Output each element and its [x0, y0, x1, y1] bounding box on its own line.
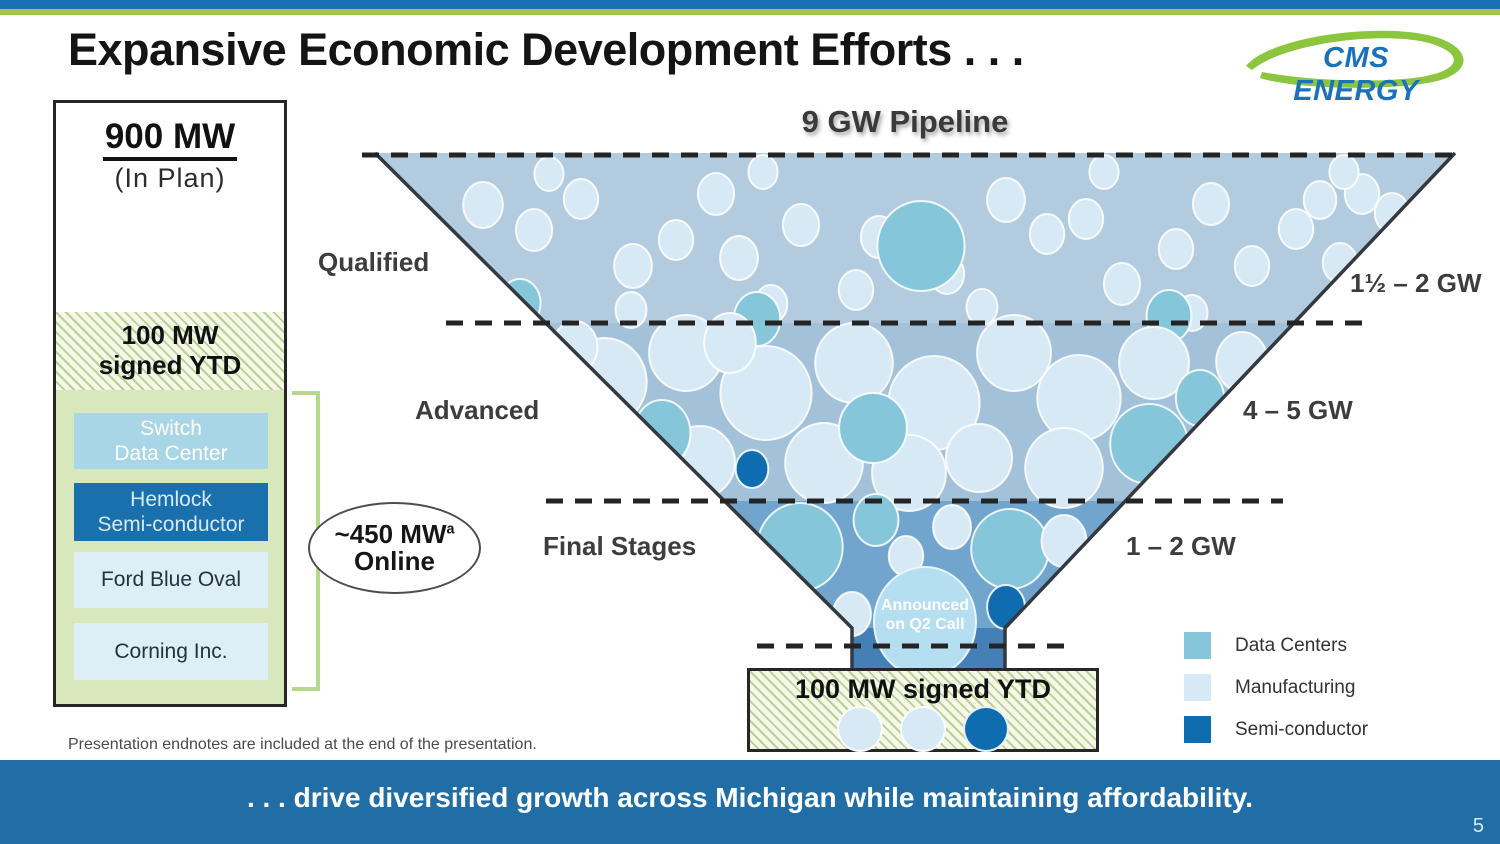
pipeline-bubble-qualified [1373, 192, 1411, 234]
pipeline-bubble-advanced [945, 423, 1013, 493]
footer-bar: . . . drive diversified growth across Mi… [0, 760, 1500, 844]
funnel-right-edge [1003, 151, 1457, 670]
pipeline-bubble-advanced [703, 312, 757, 374]
online-label: Online [354, 546, 435, 576]
footnote: Presentation endnotes are included at th… [68, 736, 537, 753]
pipeline-bubble-qualified [837, 269, 875, 311]
pipeline-bubble-final [970, 508, 1050, 590]
pipeline-bubble-qualified [1233, 245, 1271, 287]
pipeline-bubble-final [932, 504, 972, 550]
pipeline-bubble-qualified [1157, 228, 1195, 270]
announced-circle [873, 566, 977, 670]
pipeline-bubble-qualified [462, 181, 504, 229]
funnel-title: 9 GW Pipeline [801, 104, 1009, 139]
endnote-superscript: a [446, 521, 455, 538]
signed-ytd-bubbles [750, 706, 1096, 752]
plan-subtitle: (In Plan) [114, 163, 226, 193]
top-accent-bar-green [0, 9, 1500, 15]
pipeline-bubble-qualified [562, 178, 600, 220]
signed-bubble-manufacturing [837, 706, 883, 752]
plan-signed-ytd: 100 MW signed YTD [56, 312, 284, 390]
slide-title: Expansive Economic Development Efforts .… [68, 24, 1024, 75]
stage-label-advanced: Advanced [415, 395, 540, 425]
pipeline-bubble-advanced [1036, 354, 1122, 442]
pipeline-bubble-advanced [838, 392, 908, 464]
pipeline-bubble-advanced [1174, 369, 1226, 427]
legend-item-semi-conductor: Semi-conductor [1184, 716, 1368, 743]
pipeline-bubble-qualified [1328, 154, 1360, 190]
legend-swatch-semi-conductor [1184, 716, 1211, 743]
pipeline-bubble-qualified [613, 243, 653, 289]
company-hemlock-semi-conductor: Hemlock Semi-conductor [74, 483, 268, 541]
pipeline-bubble-final [986, 584, 1026, 630]
pipeline-bubble-final [1040, 514, 1088, 568]
legend-label-manufacturing: Manufacturing [1235, 676, 1356, 698]
plan-total: 900 MW [56, 117, 284, 161]
signed-ytd-label: 100 MW signed YTD [794, 674, 1052, 704]
pipeline-bubble-qualified [781, 203, 821, 247]
pipeline-bubble-qualified [498, 278, 542, 328]
legend-item-data-centers: Data Centers [1184, 632, 1347, 659]
logo-text: CMS ENERGY [1293, 42, 1419, 107]
page-number: 5 [1472, 815, 1484, 837]
bracket-top [292, 391, 320, 395]
stage-range-qualified: 1½ – 2 GW [1350, 268, 1482, 298]
company-ford-blue-oval: Ford Blue Oval [74, 552, 268, 608]
pipeline-bubble-qualified [1088, 154, 1120, 190]
footer-message: . . . drive diversified growth across Mi… [246, 782, 1254, 813]
company-corning-inc: Corning Inc. [74, 623, 268, 680]
legend-label-semi-conductor: Semi-conductor [1235, 718, 1369, 740]
pipeline-bubble-qualified [1302, 180, 1338, 220]
pipeline-bubble-qualified [533, 156, 565, 192]
pipeline-bubble-qualified [614, 291, 648, 329]
pipeline-bubble-advanced [976, 314, 1052, 392]
plan-panel: 900 MW (In Plan) 100 MW signed YTD Switc… [53, 100, 287, 707]
pipeline-bubble-advanced [551, 320, 599, 374]
pipeline-bubble-advanced [632, 399, 692, 467]
stage-range-advanced: 4 – 5 GW [1243, 395, 1353, 425]
pipeline-bubble-qualified [1067, 198, 1105, 240]
pipeline-bubble-qualified [1191, 182, 1231, 226]
pipeline-bubble-qualified [965, 288, 999, 326]
funnel-left-edge [373, 151, 854, 670]
pipeline-bubble-qualified [876, 200, 966, 292]
online-callout: ~450 MWa Online [308, 502, 481, 594]
pipeline-bubble-advanced [1024, 427, 1104, 509]
pipeline-bubble-qualified [747, 154, 779, 190]
online-value: ~450 MWa [334, 518, 455, 549]
logo-swoosh-icon [1246, 30, 1464, 88]
pipeline-bubble-advanced [734, 449, 770, 489]
signed-ytd-box: 100 MW signed YTD [747, 668, 1099, 752]
legend-swatch-manufacturing [1184, 674, 1211, 701]
pipeline-bubble-qualified [1277, 208, 1315, 250]
stage-label-qualified: Qualified [318, 247, 430, 277]
pipeline-bubble-qualified [696, 172, 736, 216]
legend-label-data-centers: Data Centers [1235, 634, 1347, 656]
pipeline-bubble-qualified [1102, 262, 1142, 306]
cms-energy-logo: CMS ENERGY [1232, 14, 1480, 107]
stage-range-final-stages: 1 – 2 GW [1126, 531, 1236, 561]
pipeline-bubble-qualified [719, 235, 759, 281]
pipeline-bubble-advanced [1215, 331, 1269, 393]
signed-bubble-semi-conductor [963, 706, 1009, 752]
legend-item-manufacturing: Manufacturing [1184, 674, 1355, 701]
pipeline-bubble-advanced [1118, 326, 1190, 400]
pipeline-bubble-qualified [514, 208, 554, 252]
pipeline-bubble-final [852, 493, 900, 547]
top-accent-bar-blue [0, 0, 1500, 9]
pipeline-bubble-qualified [657, 219, 695, 261]
announced-note: Announced on Q2 Call [881, 597, 969, 634]
pipeline-bubble-qualified [1028, 213, 1066, 255]
pipeline-bubble-advanced [1109, 403, 1189, 485]
bracket-bottom [292, 687, 320, 691]
pipeline-bubble-advanced [814, 322, 894, 404]
company-switch-data-center: Switch Data Center [74, 413, 268, 469]
signed-bubble-manufacturing [900, 706, 946, 752]
legend-swatch-data-centers [1184, 632, 1211, 659]
stage-label-final-stages: Final Stages [543, 531, 697, 561]
pipeline-bubble-qualified [986, 177, 1026, 223]
